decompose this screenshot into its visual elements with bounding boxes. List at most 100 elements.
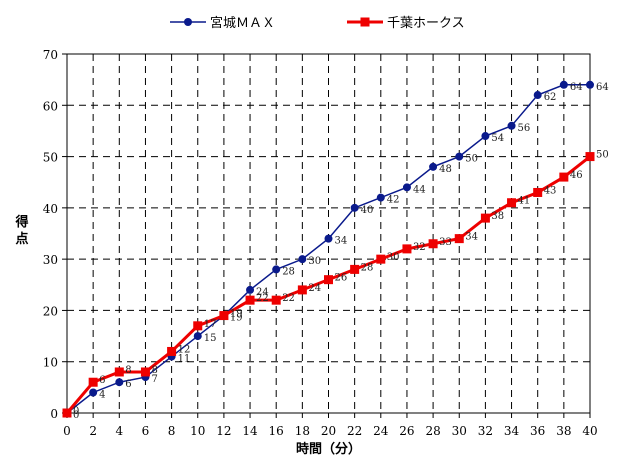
- data-label: 33: [439, 237, 452, 248]
- y-axis-ticks: 0 10 20 30 40 50 60 70: [43, 48, 67, 421]
- legend-label-1: 宮城ＭＡＸ: [210, 15, 275, 31]
- series-1-point: [246, 285, 255, 294]
- series-2-point: [193, 321, 203, 331]
- data-label: 30: [387, 252, 400, 263]
- grid-lines: [67, 54, 590, 413]
- series-1-point: [272, 265, 281, 274]
- series-1-point: [455, 152, 464, 161]
- x-tick-label: 18: [295, 424, 310, 438]
- series-1-point: [350, 203, 359, 212]
- y-axis-label-char: 点: [15, 231, 28, 247]
- data-label: 6: [99, 375, 105, 386]
- x-tick-label: 28: [425, 424, 440, 438]
- series-2-point: [559, 172, 569, 182]
- series-2-point: [402, 244, 412, 254]
- data-label: 22: [256, 293, 269, 304]
- y-tick-label: 20: [43, 304, 58, 318]
- data-label: 19: [230, 309, 243, 320]
- series-2-point: [480, 213, 490, 223]
- series-2-point: [245, 295, 255, 305]
- series-2-point: [114, 367, 124, 377]
- data-label: 44: [413, 184, 426, 195]
- x-tick-label: 40: [582, 424, 597, 438]
- y-tick-label: 60: [43, 99, 58, 113]
- y-tick-label: 50: [43, 151, 58, 165]
- data-label: 56: [518, 123, 531, 134]
- y-tick-label: 10: [43, 356, 58, 370]
- series-2-point: [507, 198, 517, 208]
- y-axis-label-char: 得: [14, 214, 28, 230]
- x-tick-label: 26: [399, 424, 414, 438]
- x-tick-label: 36: [530, 424, 545, 438]
- data-label: 40: [361, 205, 374, 216]
- data-label: 4: [99, 389, 105, 400]
- data-label: 19: [230, 313, 243, 324]
- x-tick-label: 32: [478, 424, 493, 438]
- x-tick-label: 8: [168, 424, 176, 438]
- data-label: 28: [361, 262, 374, 273]
- x-tick-label: 20: [321, 424, 336, 438]
- x-tick-label: 4: [115, 424, 123, 438]
- data-label: 48: [439, 164, 452, 175]
- data-label: 50: [596, 150, 609, 161]
- x-tick-label: 16: [269, 424, 284, 438]
- x-tick-label: 12: [216, 424, 231, 438]
- data-label: 38: [491, 211, 504, 222]
- series-1-point: [402, 183, 411, 192]
- legend: 宮城ＭＡＸ 千葉ホークス: [170, 15, 465, 31]
- x-tick-label: 30: [452, 424, 467, 438]
- data-label: 0: [73, 406, 79, 417]
- data-label: 24: [308, 283, 321, 294]
- series-1-point: [89, 388, 98, 397]
- data-label: 30: [308, 256, 321, 267]
- data-label: 22: [282, 293, 295, 304]
- series-2-point: [350, 264, 360, 274]
- series-1-point: [324, 234, 333, 243]
- series-2-point: [271, 295, 281, 305]
- series-1-point: [193, 332, 202, 341]
- series-2-point: [533, 187, 543, 197]
- data-label: 7: [151, 374, 157, 385]
- data-label: 26: [335, 273, 348, 284]
- x-tick-label: 24: [373, 424, 389, 438]
- x-axis-label: 時間（分）: [296, 441, 361, 457]
- series-2-point: [585, 152, 595, 162]
- series-2-point: [324, 275, 333, 285]
- y-tick-label: 40: [43, 202, 58, 216]
- x-axis-ticks: 0 2 4 6 8 10 12 14 16 18 20 22 24 26 28 30 32 34 36 38 40: [63, 413, 598, 438]
- data-label: 28: [282, 266, 295, 277]
- series-1-point: [586, 80, 594, 89]
- data-label: 34: [465, 232, 478, 243]
- legend-label-2: 千葉ホークス: [387, 16, 465, 31]
- data-label: 24: [256, 287, 269, 298]
- data-label: 17: [204, 319, 217, 330]
- series-2-point: [88, 377, 98, 387]
- series-2-point: [219, 311, 229, 321]
- legend-marker-2: [360, 17, 370, 27]
- x-tick-label: 0: [63, 424, 71, 438]
- data-label: 50: [465, 154, 478, 165]
- data-label: 11: [178, 354, 191, 365]
- x-tick-label: 14: [242, 424, 258, 438]
- data-label: 15: [204, 333, 217, 344]
- series-1-point: [533, 91, 542, 100]
- data-label: 62: [544, 92, 557, 103]
- data-label: 41: [518, 196, 531, 207]
- series-2-point: [167, 346, 177, 356]
- legend-marker-1: [184, 18, 192, 26]
- data-label: 42: [387, 195, 400, 206]
- series-2-point: [454, 234, 464, 244]
- data-label: 43: [544, 185, 557, 196]
- data-label: 12: [178, 344, 191, 355]
- data-label: 8: [151, 365, 157, 376]
- series-1-point: [429, 162, 438, 171]
- data-label: 6: [125, 379, 131, 390]
- series-2-point: [428, 239, 438, 249]
- series-2-point: [297, 285, 307, 295]
- data-label: 54: [491, 133, 504, 144]
- x-tick-label: 2: [89, 424, 97, 438]
- x-tick-label: 10: [190, 424, 205, 438]
- series-layer: [62, 80, 595, 418]
